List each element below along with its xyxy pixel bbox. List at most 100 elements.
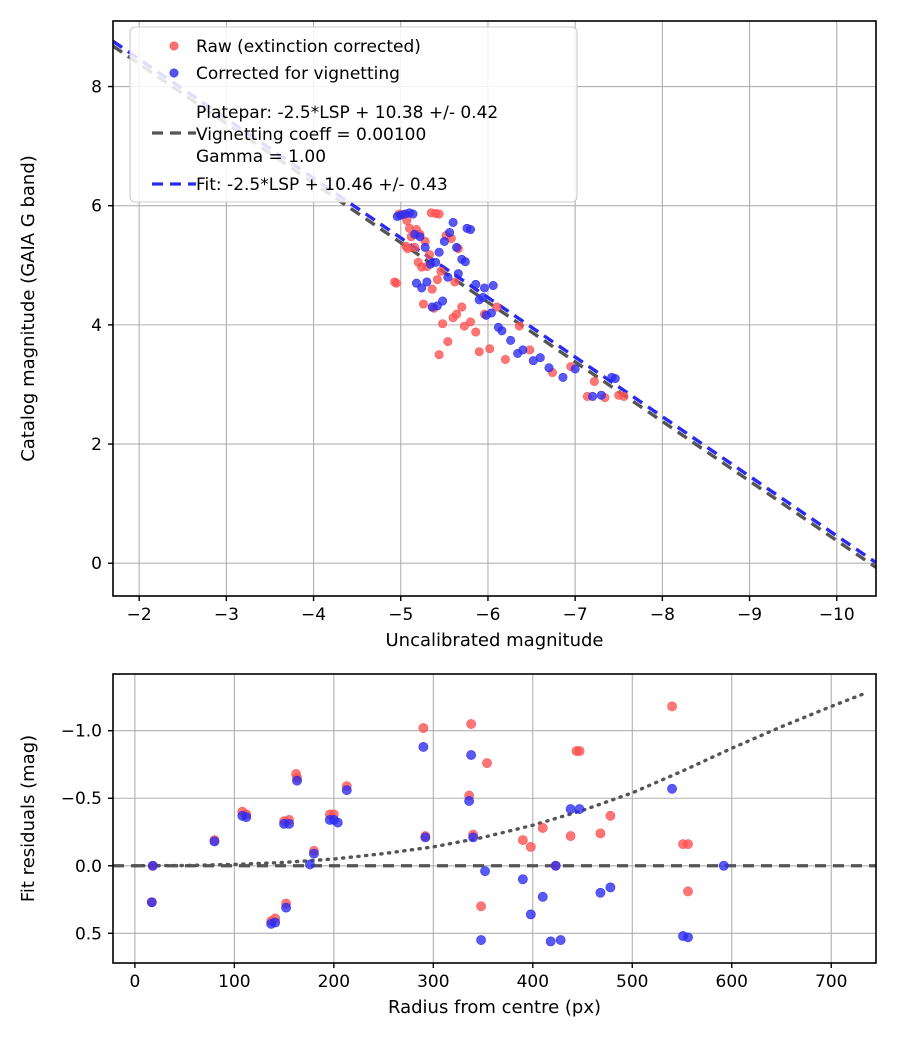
- data-point: [589, 376, 599, 386]
- data-point: [476, 901, 486, 912]
- y-tick-label: 0.0: [75, 857, 102, 877]
- y-axis-label: Fit residuals (mag): [18, 735, 39, 902]
- x-tick-label: 200: [318, 972, 350, 992]
- data-point: [427, 302, 437, 312]
- legend-label-gamma: Gamma = 1.00: [196, 147, 326, 167]
- data-point: [445, 228, 455, 238]
- data-point: [466, 317, 476, 327]
- data-point: [535, 353, 545, 363]
- data-point: [610, 374, 620, 384]
- x-tick-label: −2: [127, 605, 152, 625]
- data-point: [464, 796, 475, 806]
- data-point: [147, 860, 158, 871]
- data-point: [434, 350, 444, 360]
- data-point: [468, 832, 479, 843]
- data-point: [471, 279, 481, 289]
- data-point: [500, 354, 510, 364]
- data-point: [418, 723, 429, 733]
- data-point: [418, 299, 428, 309]
- data-point: [596, 390, 606, 400]
- legend-label-fit: Fit: -2.5*LSP + 10.46 +/- 0.43: [196, 175, 448, 195]
- x-tick-label: 500: [616, 972, 648, 992]
- data-point: [544, 363, 554, 373]
- x-axis-label: Radius from centre (px): [388, 997, 601, 1018]
- data-point: [284, 819, 294, 829]
- data-point: [492, 302, 502, 312]
- data-point: [488, 281, 498, 291]
- data-point: [486, 308, 496, 318]
- data-point: [574, 804, 585, 814]
- data-point: [431, 257, 441, 267]
- data-point: [434, 247, 444, 257]
- series-corrected: [146, 742, 729, 947]
- x-tick-label: −10: [819, 605, 855, 625]
- x-axis-label: Uncalibrated magnitude: [385, 630, 603, 651]
- data-point: [292, 775, 302, 786]
- data-point: [525, 909, 536, 920]
- data-point: [457, 302, 467, 312]
- data-point: [482, 758, 492, 769]
- data-point: [460, 257, 470, 267]
- x-tick-label: −7: [563, 605, 588, 625]
- data-point: [558, 372, 568, 382]
- data-point: [432, 275, 442, 285]
- legend-label-platepar: Platepar: -2.5*LSP + 10.38 +/- 0.42: [196, 103, 498, 123]
- data-point: [514, 321, 524, 331]
- data-point: [410, 242, 420, 252]
- data-point: [309, 848, 319, 859]
- y-axis-label: Catalog magnitude (GAIA G band): [18, 155, 39, 462]
- plot-area: [113, 691, 876, 947]
- legend: Raw (extinction corrected) Corrected for …: [129, 26, 578, 203]
- data-point: [667, 701, 677, 712]
- data-point: [427, 284, 437, 294]
- data-point: [411, 278, 421, 288]
- data-point: [443, 272, 453, 282]
- data-point: [565, 831, 576, 841]
- x-tick-label: 400: [517, 972, 549, 992]
- data-point: [415, 232, 425, 242]
- data-point: [545, 936, 556, 947]
- data-point: [241, 812, 252, 823]
- y-tick-label: 8: [91, 78, 102, 98]
- data-point: [439, 236, 449, 246]
- data-point: [453, 269, 463, 279]
- data-point: [479, 283, 489, 293]
- data-point: [476, 935, 486, 945]
- data-point: [485, 344, 495, 354]
- data-point: [517, 835, 528, 846]
- data-point: [525, 841, 536, 852]
- vignetting-model-curve: [133, 691, 868, 868]
- data-point: [281, 902, 291, 913]
- axes-frame: [112, 673, 877, 964]
- y-tick-label: 6: [91, 197, 102, 217]
- data-point: [517, 874, 528, 885]
- data-point: [667, 783, 677, 794]
- data-point: [443, 337, 453, 347]
- data-point: [595, 828, 606, 839]
- data-point: [718, 860, 729, 871]
- data-point: [471, 327, 481, 337]
- data-point: [408, 209, 418, 219]
- data-point: [209, 836, 220, 847]
- data-point: [480, 866, 490, 877]
- data-point: [466, 225, 476, 235]
- data-point: [459, 321, 469, 331]
- data-point: [497, 326, 507, 336]
- data-point: [434, 209, 444, 219]
- x-tick-label: −4: [301, 605, 326, 625]
- data-point: [420, 242, 430, 252]
- data-point: [466, 750, 477, 760]
- data-point: [390, 277, 400, 287]
- legend-label-corrected: Corrected for vignetting: [196, 64, 400, 84]
- data-point: [420, 832, 431, 843]
- data-point: [452, 242, 462, 252]
- x-tick-label: 300: [417, 972, 449, 992]
- data-point: [418, 742, 429, 752]
- data-point: [537, 823, 548, 833]
- data-point: [506, 335, 516, 345]
- data-point: [555, 935, 566, 945]
- x-tick-label: 700: [815, 972, 847, 992]
- data-point: [452, 309, 462, 319]
